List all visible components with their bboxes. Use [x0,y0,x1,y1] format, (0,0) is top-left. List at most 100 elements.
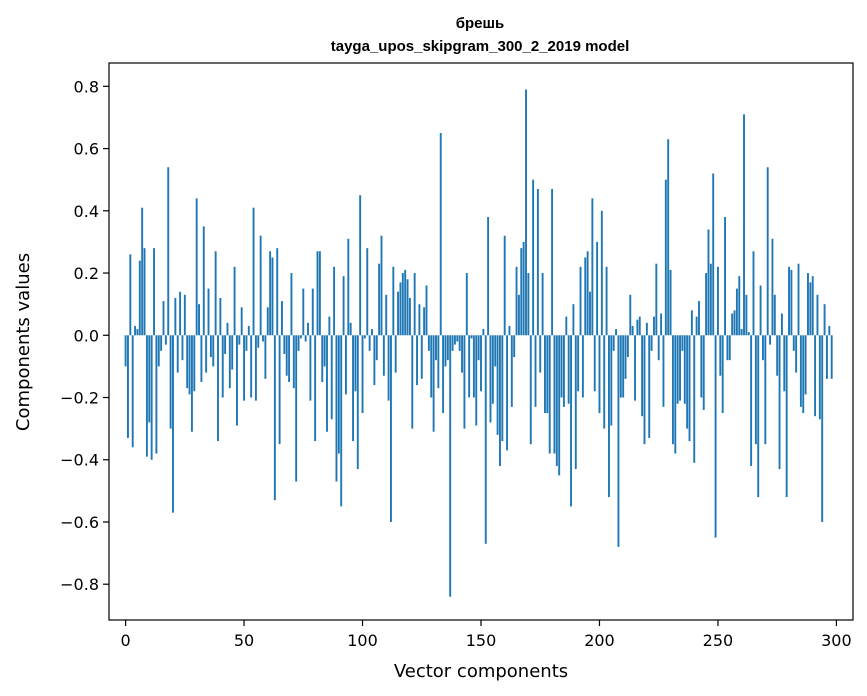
bar-component-190 [574,335,577,470]
bar-component-220 [645,322,648,336]
bar-component-37 [212,335,215,367]
bar-component-211 [624,335,627,379]
bar-component-67 [283,335,286,354]
bar-component-27 [188,335,191,395]
bar-component-201 [600,210,603,336]
bar-component-183 [558,335,561,476]
bar-component-90 [337,335,340,454]
bar-component-124 [418,304,421,336]
x-tick-label: 200 [584,631,615,650]
bar-component-260 [740,329,743,336]
bar-component-112 [390,335,392,522]
bar-component-244 [702,335,705,410]
bar-component-159 [501,335,504,442]
bar-component-161 [506,335,509,451]
bar-component-228 [664,179,667,336]
bar-component-231 [671,335,674,445]
bar-component-84 [323,335,326,367]
bar-component-182 [555,335,558,466]
bar-component-104 [371,329,373,336]
bar-component-13 [155,335,158,454]
bar-component-138 [451,335,454,351]
bar-component-82 [318,251,321,336]
bar-component-295 [823,304,826,336]
bar-component-60 [266,307,269,336]
bar-component-219 [643,335,646,445]
bar-component-120 [408,297,411,336]
bar-component-53 [250,335,253,398]
bar-component-18 [167,167,170,336]
bar-component-165 [515,266,518,336]
bar-component-38 [214,251,217,336]
bar-component-126 [423,307,426,336]
bar-component-22 [176,335,179,373]
bar-component-136 [446,335,449,361]
bar-component-57 [259,235,262,336]
plot-frame [108,62,854,621]
bar-component-269 [762,335,764,361]
bar-component-275 [776,335,779,376]
bar-component-30 [195,198,198,336]
bar-component-176 [541,273,544,336]
bar-component-42 [224,335,227,354]
bar-component-284 [797,263,800,336]
bar-component-287 [804,335,807,395]
bar-component-32 [200,335,203,382]
bar-component-139 [453,335,456,345]
bar-component-76 [304,335,307,342]
bar-component-172 [532,179,535,336]
bar-component-14 [157,335,160,367]
bar-component-98 [356,335,359,470]
bar-component-248 [712,173,715,336]
bar-component-187 [567,335,570,404]
bar-component-26 [186,335,189,389]
bar-component-68 [285,335,288,376]
y-tick-label: −0.6 [60,513,99,532]
bar-component-19 [169,335,172,429]
bar-component-127 [425,285,428,336]
bar-component-181 [553,335,556,454]
bar-component-166 [517,294,520,336]
bar-component-271 [766,167,769,336]
y-axis-ticks: −0.8 −0.6 −0.4 −0.2 0.0 0.2 0.4 0.6 0.8 [60,77,109,594]
bar-component-216 [636,319,639,336]
bar-component-24 [181,335,184,361]
bar-component-101 [363,335,366,339]
bar-component-79 [311,288,314,336]
bar-component-9 [145,335,148,457]
bar-component-203 [605,266,608,336]
bar-component-45 [231,335,234,370]
bar-component-151 [482,329,485,336]
bar-component-61 [269,251,272,336]
bar-component-261 [743,114,745,336]
x-tick-label: 0 [120,631,130,650]
bar-component-143 [463,335,466,429]
bar-component-259 [738,276,741,336]
bar-component-119 [406,279,409,336]
bar-component-274 [773,294,776,336]
bar-component-59 [264,335,267,379]
bar-component-134 [442,335,445,414]
bar-component-66 [281,301,283,336]
bar-component-283 [795,335,798,373]
bar-component-286 [802,335,805,414]
bar-component-44 [228,335,231,389]
bar-component-74 [299,335,302,339]
bar-component-234 [679,335,681,401]
bar-component-173 [534,335,537,407]
bar-component-208 [617,335,620,547]
bar-component-243 [700,335,703,398]
bar-component-246 [707,229,710,336]
bar-component-180 [551,189,554,336]
bar-component-16 [162,301,165,336]
bar-component-270 [764,335,767,445]
bar-component-263 [747,332,750,336]
bar-component-209 [619,335,622,398]
bar-component-11 [150,335,153,460]
bar-component-192 [579,266,582,336]
bar-component-125 [420,335,423,379]
bar-component-223 [653,316,655,336]
y-tick-label: 0.2 [74,264,99,283]
bar-component-152 [484,335,487,544]
bar-component-163 [510,335,513,407]
